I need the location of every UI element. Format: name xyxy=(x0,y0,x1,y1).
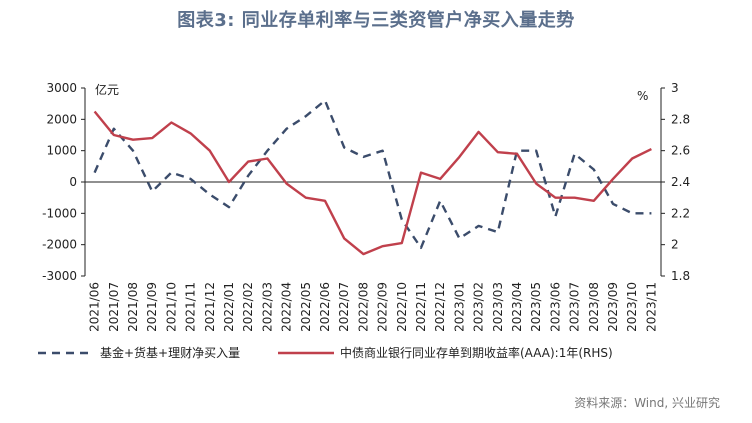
x-tick-label: 2021/07 xyxy=(107,282,121,332)
x-tick-label: 2023/08 xyxy=(587,282,601,332)
x-tick-label: 2023/05 xyxy=(529,282,543,332)
x-tick-label: 2022/08 xyxy=(356,282,370,332)
right-tick-label: 2.2 xyxy=(671,206,690,220)
x-tick-label: 2023/03 xyxy=(491,282,505,332)
net-purchase-series-line xyxy=(93,99,652,250)
x-tick-label: 2022/05 xyxy=(299,282,313,332)
x-tick-label: 2021/08 xyxy=(126,282,140,332)
x-tick-label: 2023/10 xyxy=(625,282,639,332)
right-tick-label: 3 xyxy=(671,81,679,95)
source-note: 资料来源：Wind, 兴业研究 xyxy=(574,396,720,410)
x-tick-label: 2022/09 xyxy=(376,282,390,332)
right-tick-label: 2 xyxy=(671,238,679,252)
left-tick-label: 2000 xyxy=(46,112,77,126)
left-tick-label: -3000 xyxy=(42,269,77,283)
cd-yield-series-line xyxy=(93,110,652,256)
x-tick-label: 2021/10 xyxy=(164,282,178,332)
legend-item-net-purchase-label: 基金+货基+理财净买入量 xyxy=(100,345,240,360)
right-tick-label: 2.6 xyxy=(671,144,690,158)
x-tick-label: 2022/02 xyxy=(241,282,255,332)
left-axis-unit-label: 亿元 xyxy=(95,82,119,97)
left-tick-label: 1000 xyxy=(46,144,77,158)
legend-item-cd-yield-label: 中债商业银行同业存单到期收益率(AAA):1年(RHS) xyxy=(340,345,613,360)
x-tick-label: 2021/12 xyxy=(203,282,217,332)
x-tick-label: 2022/03 xyxy=(260,282,274,332)
x-tick-label: 2023/11 xyxy=(644,282,658,332)
left-tick-label: 3000 xyxy=(46,81,77,95)
x-tick-label: 2023/02 xyxy=(472,282,486,332)
x-tick-label: 2023/04 xyxy=(510,282,524,332)
x-tick-label: 2022/06 xyxy=(318,282,332,332)
right-tick-label: 2.4 xyxy=(671,175,690,189)
left-tick-label: 0 xyxy=(69,175,77,189)
x-tick-label: 2021/09 xyxy=(145,282,159,332)
left-tick-label: -1000 xyxy=(42,206,77,220)
x-tick-label: 2023/07 xyxy=(568,282,582,332)
right-axis-unit-label: % xyxy=(637,89,648,103)
x-tick-label: 2023/06 xyxy=(548,282,562,332)
x-tick-label: 2021/11 xyxy=(184,282,198,332)
right-tick-label: 2.8 xyxy=(671,112,690,126)
x-tick-label: 2022/07 xyxy=(337,282,351,332)
right-tick-label: 1.8 xyxy=(671,269,690,283)
chart-title: 图表3: 同业存单利率与三类资管户净买入量走势 xyxy=(177,10,575,31)
x-tick-label: 2023/09 xyxy=(606,282,620,332)
x-tick-label: 2022/12 xyxy=(433,282,447,332)
x-tick-label: 2023/01 xyxy=(452,282,466,332)
x-tick-label: 2021/06 xyxy=(88,282,102,332)
x-tick-label: 2022/01 xyxy=(222,282,236,332)
x-tick-label: 2022/11 xyxy=(414,282,428,332)
left-tick-label: -2000 xyxy=(42,238,77,252)
x-tick-label: 2022/10 xyxy=(395,282,409,332)
x-tick-label: 2022/04 xyxy=(280,282,294,332)
